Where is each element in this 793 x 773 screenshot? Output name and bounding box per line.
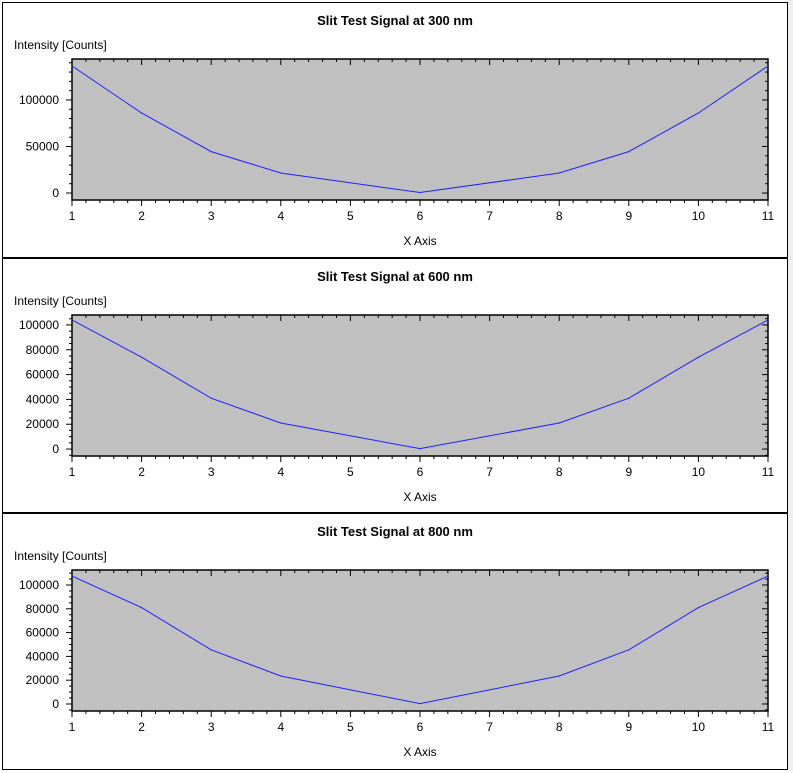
data-point	[71, 319, 73, 321]
x-tick-label: 9	[625, 720, 632, 734]
y-axis-label: Intensity [Counts]	[14, 549, 107, 563]
x-tick-label: 2	[138, 209, 145, 223]
data-point	[767, 319, 769, 321]
x-tick-label: 6	[417, 720, 424, 734]
x-tick-label: 9	[625, 209, 632, 223]
data-point	[210, 649, 212, 651]
data-point	[210, 397, 212, 399]
plot-area	[71, 569, 769, 712]
x-tick-label: 11	[762, 209, 775, 223]
data-point	[697, 356, 700, 358]
data-point	[71, 575, 73, 577]
x-tick-label: 5	[347, 720, 354, 734]
chart-title: Slit Test Signal at 300 nm	[317, 13, 473, 28]
chart-800nm: Slit Test Signal at 800 nm Intensity [Cou…	[14, 524, 775, 759]
y-tick-label: 20000	[26, 417, 60, 431]
x-tick-label: 3	[208, 465, 215, 479]
y-tick-label: 100000	[19, 93, 59, 107]
data-point	[280, 172, 282, 174]
x-tick-label: 8	[556, 209, 563, 223]
data-point	[419, 448, 421, 450]
data-point	[697, 112, 700, 114]
x-tick-label: 4	[277, 720, 284, 734]
data-point	[141, 112, 143, 114]
data-point	[280, 675, 282, 677]
x-tick-label: 4	[277, 209, 284, 223]
y-tick-label: 20000	[26, 673, 60, 687]
panel-divider	[3, 512, 787, 514]
y-tick-label: 60000	[26, 626, 60, 640]
chart-title: Slit Test Signal at 800 nm	[317, 524, 473, 539]
chart-title: Slit Test Signal at 600 nm	[317, 269, 473, 284]
x-tick-label: 7	[486, 720, 493, 734]
x-tick-label: 3	[208, 720, 215, 734]
x-tick-label: 2	[138, 465, 145, 479]
window-edge	[788, 0, 793, 771]
y-axis-label: Intensity [Counts]	[14, 38, 107, 52]
x-axis-label: X Axis	[403, 234, 436, 248]
panel-divider	[3, 257, 787, 259]
data-point	[767, 575, 769, 577]
data-point	[419, 703, 421, 705]
data-point	[141, 356, 143, 358]
x-tick-label: 5	[347, 465, 354, 479]
data-point	[280, 422, 282, 424]
chart-panel-800nm: Slit Test Signal at 800 nm Intensity [Cou…	[3, 514, 787, 768]
y-tick-label: 0	[52, 442, 59, 456]
data-point	[767, 65, 769, 67]
y-tick-label: 100000	[19, 318, 59, 332]
x-axis-label: X Axis	[403, 745, 436, 759]
chart-panel-300nm: Slit Test Signal at 300 nm Intensity [Cou…	[3, 3, 787, 257]
x-tick-label: 2	[138, 720, 145, 734]
data-point	[419, 191, 421, 194]
plot-area	[71, 314, 769, 457]
data-point	[558, 172, 560, 174]
y-tick-label: 0	[52, 697, 59, 711]
x-tick-label: 10	[692, 209, 706, 223]
y-tick-label: 0	[52, 186, 59, 200]
chart-300nm: Slit Test Signal at 300 nm Intensity [Cou…	[14, 13, 775, 248]
x-tick-label: 11	[762, 720, 775, 734]
y-tick-label: 80000	[26, 602, 60, 616]
x-tick-label: 1	[69, 465, 76, 479]
chart-panel-600nm: Slit Test Signal at 600 nm Intensity [Cou…	[3, 259, 787, 513]
plot-area	[71, 58, 769, 201]
chart-600nm: Slit Test Signal at 600 nm Intensity [Cou…	[14, 269, 775, 504]
y-tick-label: 100000	[19, 578, 59, 592]
data-point	[141, 607, 143, 609]
x-tick-label: 10	[692, 720, 706, 734]
y-axis-label: Intensity [Counts]	[14, 294, 107, 308]
data-point	[558, 675, 560, 677]
x-tick-label: 9	[625, 465, 632, 479]
data-point	[628, 397, 630, 399]
x-tick-label: 1	[69, 209, 76, 223]
data-point	[71, 65, 73, 67]
data-point	[697, 607, 700, 609]
x-tick-label: 3	[208, 209, 215, 223]
x-tick-label: 6	[417, 465, 424, 479]
data-point	[628, 649, 630, 651]
data-point	[210, 151, 212, 153]
x-tick-label: 8	[556, 465, 563, 479]
data-point	[558, 422, 560, 424]
x-tick-label: 1	[69, 720, 76, 734]
y-tick-label: 40000	[26, 392, 60, 406]
x-tick-label: 7	[486, 465, 493, 479]
x-axis-label: X Axis	[403, 490, 436, 504]
x-tick-label: 6	[417, 209, 424, 223]
x-tick-label: 4	[277, 465, 284, 479]
y-tick-label: 60000	[26, 368, 60, 382]
x-tick-label: 10	[692, 465, 706, 479]
y-tick-label: 50000	[26, 139, 60, 153]
y-tick-label: 40000	[26, 649, 60, 663]
data-point	[628, 151, 630, 153]
x-tick-label: 11	[762, 465, 775, 479]
x-tick-label: 8	[556, 720, 563, 734]
y-tick-label: 80000	[26, 343, 60, 357]
x-tick-label: 5	[347, 209, 354, 223]
x-tick-label: 7	[486, 209, 493, 223]
